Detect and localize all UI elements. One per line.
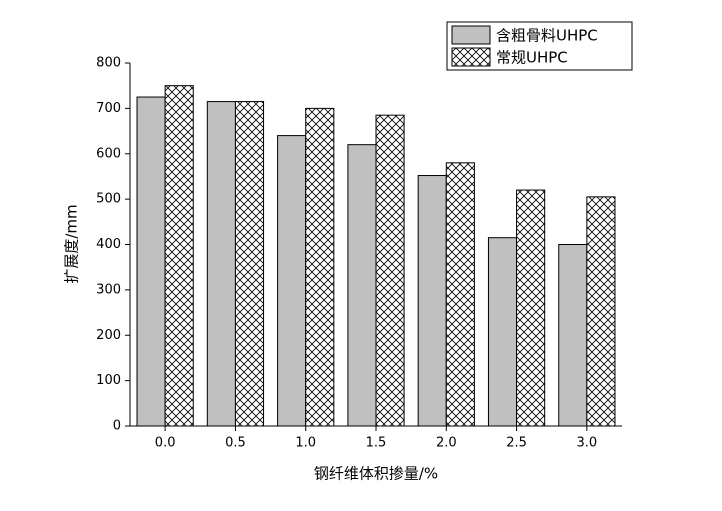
bar [487,237,518,427]
bar [234,101,265,427]
y-tick-label: 600 [96,146,121,161]
legend-label: 常规UHPC [496,49,568,67]
legend-swatch [451,47,491,67]
x-tick-label: 2.5 [506,436,527,451]
bar [558,244,588,427]
y-tick-label: 100 [96,373,121,388]
bar [586,196,616,427]
y-tick-label: 800 [96,56,121,71]
x-tick-label: 0.0 [155,436,176,451]
y-tick-label: 0 [113,419,121,434]
y-axis-label: 扩展度/mm [63,204,81,283]
bar [305,107,335,427]
bar [347,144,377,427]
bar [136,96,166,427]
legend-label: 含粗骨料UHPC [496,27,598,45]
y-tick-label: 300 [96,282,121,297]
x-tick-label: 1.5 [366,436,387,451]
y-tick-label: 500 [96,192,121,207]
y-tick-label: 400 [96,237,121,252]
x-tick-label: 2.0 [436,436,457,451]
bar [375,114,405,427]
y-tick-label: 700 [96,101,121,116]
bar [164,85,194,427]
bar [417,175,447,427]
bar [516,189,546,427]
x-tick-label: 1.0 [295,436,316,451]
legend-swatch [451,25,491,45]
y-tick-label: 200 [96,328,121,343]
bar [206,101,236,427]
x-tick-label: 3.0 [577,436,598,451]
bar [445,162,475,427]
x-axis-label: 钢纤维体积掺量/% [314,465,438,483]
x-tick-label: 0.5 [225,436,246,451]
bar [277,135,307,427]
